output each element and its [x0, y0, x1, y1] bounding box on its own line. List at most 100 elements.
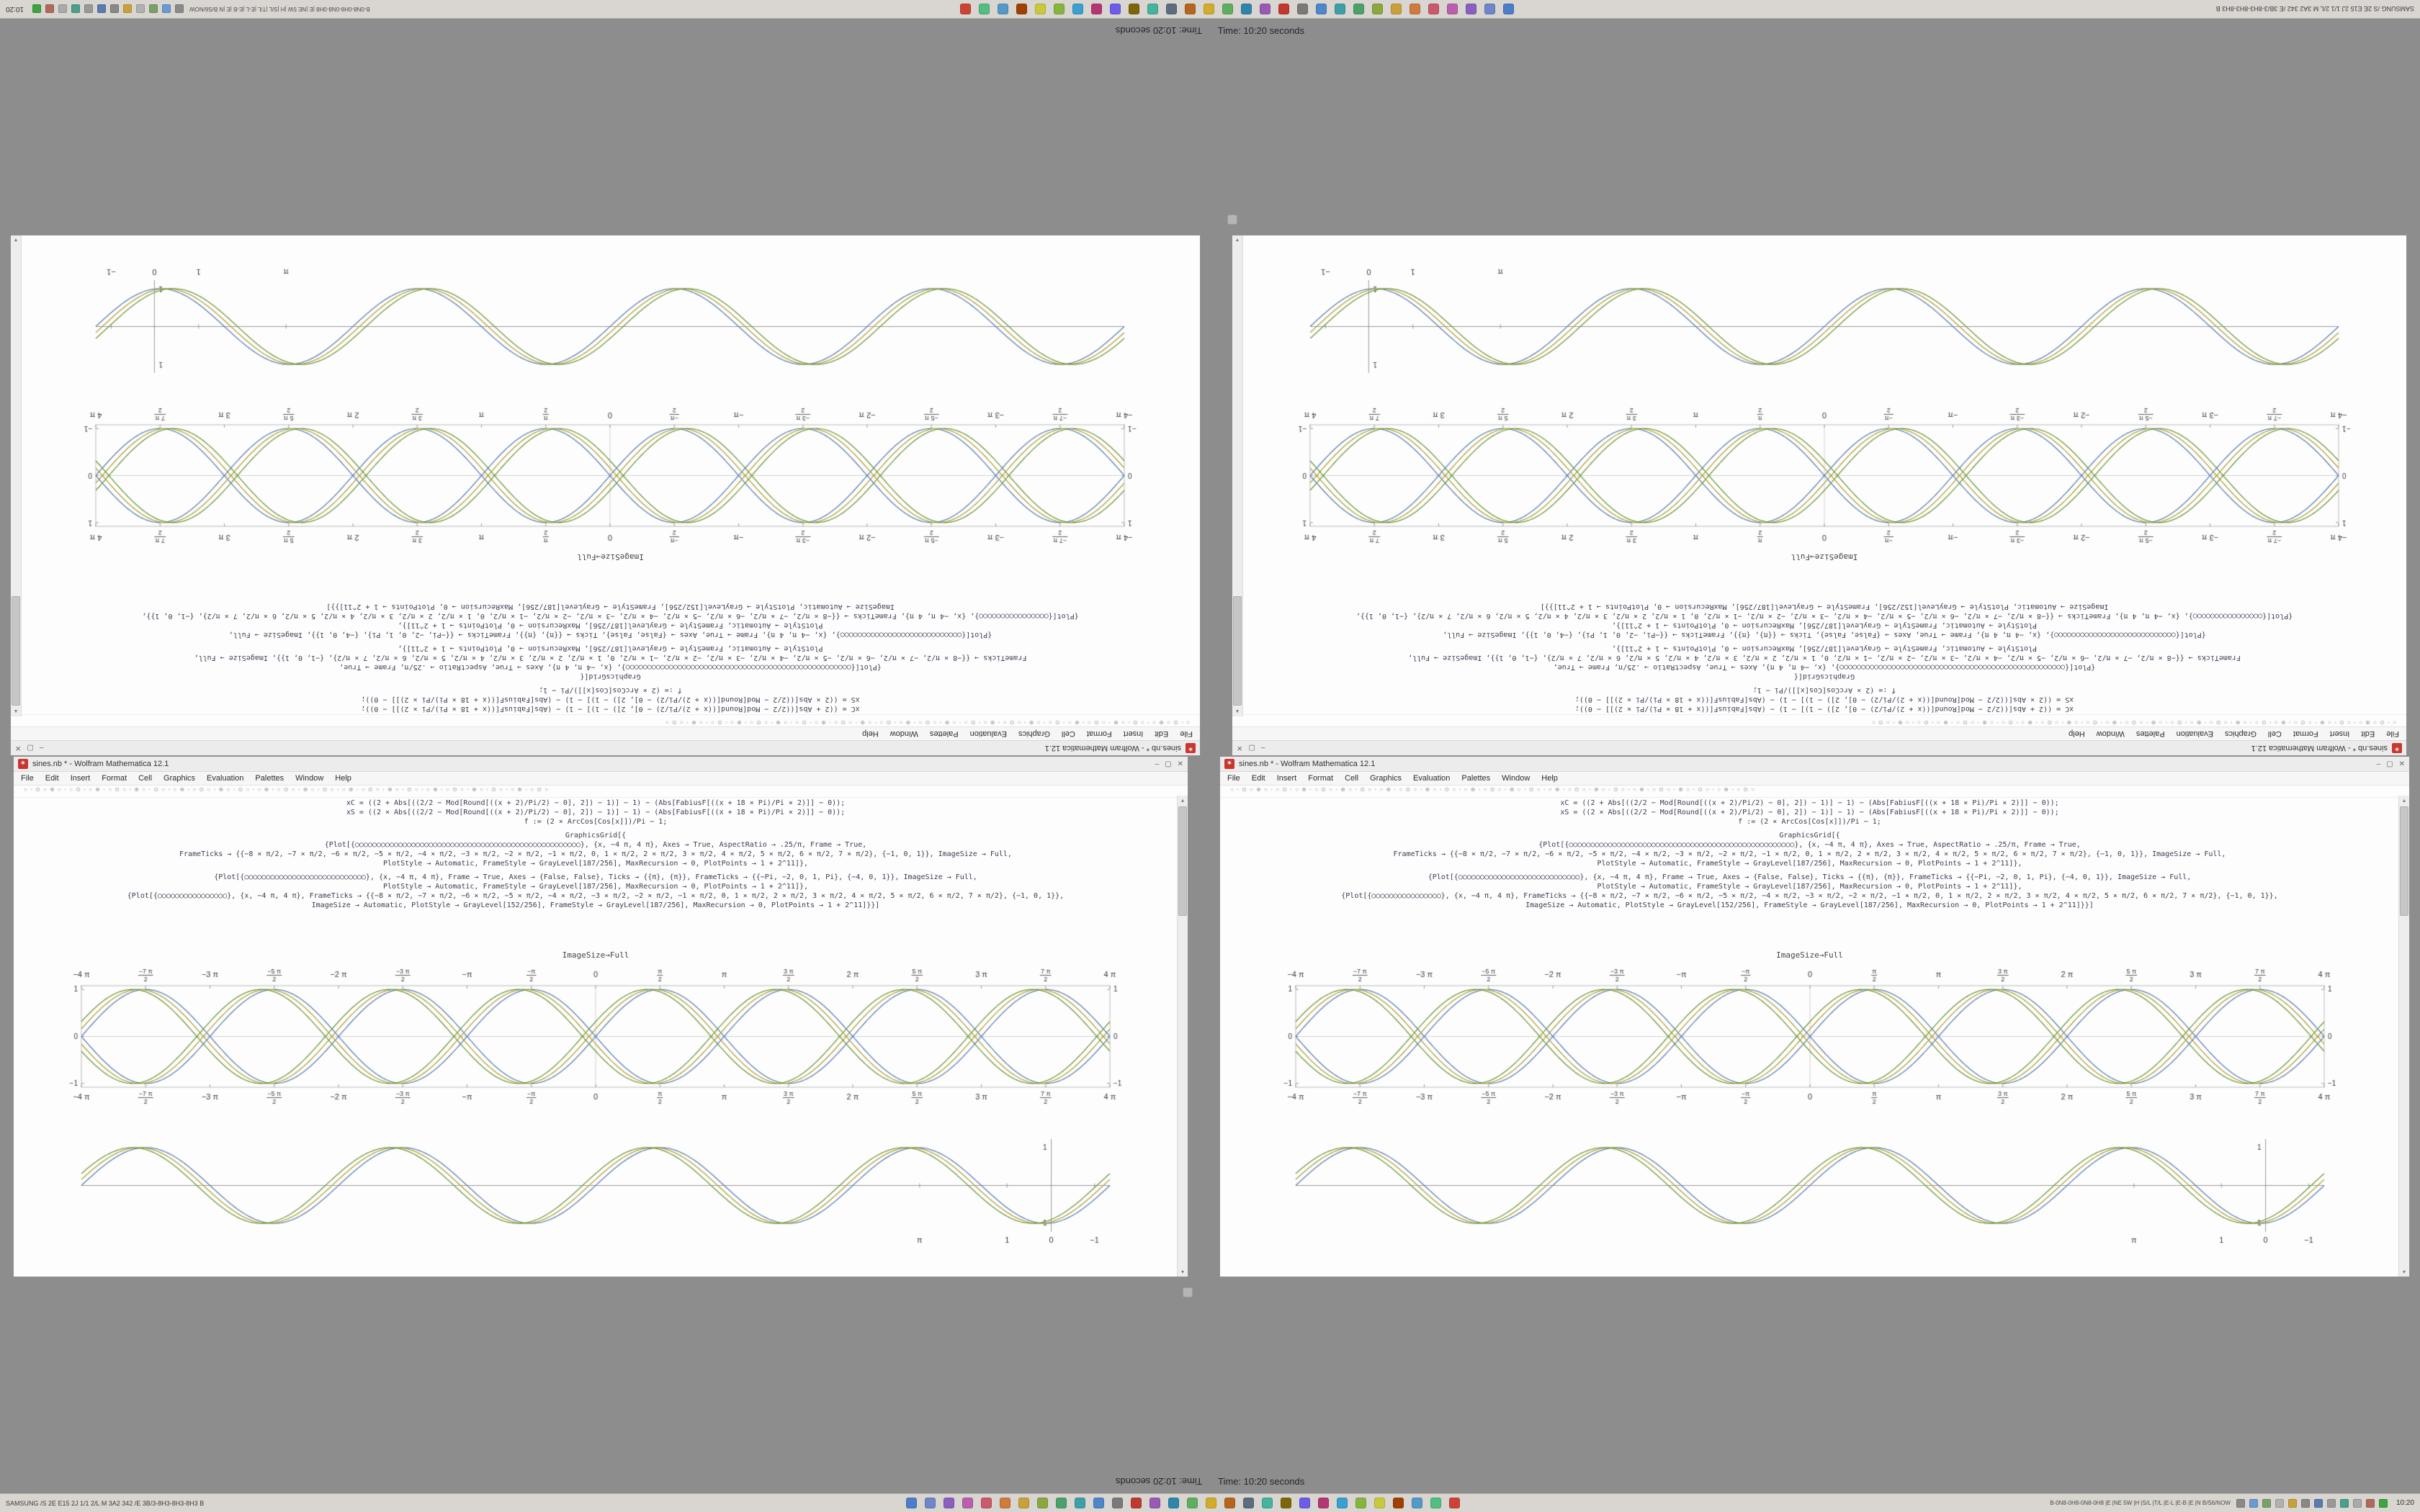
scroll-up-icon[interactable]: ▴: [1180, 797, 1184, 804]
tray-icon-2[interactable]: [149, 4, 158, 14]
tray-icon-3[interactable]: [2275, 1498, 2284, 1508]
menu-item-8[interactable]: Window: [889, 729, 918, 738]
close-button[interactable]: ✕: [15, 744, 22, 752]
maximize-button[interactable]: ▢: [27, 744, 34, 752]
tray-icon-1[interactable]: [2249, 1498, 2258, 1508]
vertical-scrollbar[interactable]: ▴ ▾: [1177, 796, 1188, 1277]
menu-item-5[interactable]: Graphics: [2224, 729, 2257, 738]
scrollbar-thumb[interactable]: [12, 596, 20, 706]
menu-item-8[interactable]: Window: [1502, 774, 1531, 783]
tray-icon-9[interactable]: [2352, 1498, 2362, 1508]
tray-icon-4[interactable]: [2287, 1498, 2297, 1508]
menu-item-1[interactable]: Edit: [1251, 774, 1265, 783]
tb-icon-0[interactable]: [1503, 4, 1515, 14]
menu-item-3[interactable]: Format: [2293, 729, 2318, 738]
tb-icon-0[interactable]: [905, 1498, 917, 1508]
tray-icon-6[interactable]: [2313, 1498, 2323, 1508]
tb-icon-25[interactable]: [1373, 1498, 1385, 1508]
close-button[interactable]: ✕: [2398, 760, 2405, 768]
menu-item-0[interactable]: File: [1180, 729, 1193, 738]
scrollbar-thumb[interactable]: [1233, 596, 1242, 706]
menu-item-3[interactable]: Format: [1086, 729, 1112, 738]
menu-item-9[interactable]: Help: [335, 774, 351, 783]
maximize-button[interactable]: ▢: [1248, 744, 1255, 752]
notebook-toolbar[interactable]: ○ ◦ ⊙ ○ ⊕ ○ ◦ ○ ⊙ ◦ ○ ⊕ ◦ ○ ⊙ ○ ◦ ⊕ ○ ◦ …: [1220, 786, 2409, 798]
tray-icon-0[interactable]: [2236, 1498, 2245, 1508]
scroll-down-icon[interactable]: ▾: [14, 237, 18, 243]
tray-icon-8[interactable]: [2339, 1498, 2349, 1508]
tray-icon-7[interactable]: [84, 4, 94, 14]
tb-icon-14[interactable]: [1241, 4, 1252, 14]
tb-icon-22[interactable]: [1091, 4, 1103, 14]
tb-icon-13[interactable]: [1260, 4, 1271, 14]
tray-icon-0[interactable]: [175, 4, 184, 14]
menu-item-7[interactable]: Palettes: [255, 774, 284, 783]
menu-item-0[interactable]: File: [21, 774, 34, 783]
tb-icon-29[interactable]: [960, 4, 972, 14]
tb-icon-2[interactable]: [1466, 4, 1477, 14]
tb-icon-22[interactable]: [1317, 1498, 1329, 1508]
tray-icon-11[interactable]: [2378, 1498, 2388, 1508]
window-titlebar[interactable]: ✶ sines.nb * - Wolfram Mathematica 12.1 …: [1232, 740, 2406, 755]
maximize-button[interactable]: ▢: [1165, 760, 1172, 768]
tb-icon-17[interactable]: [1185, 4, 1196, 14]
close-button[interactable]: ✕: [1177, 760, 1183, 768]
menu-item-4[interactable]: Cell: [2267, 729, 2282, 738]
menu-item-7[interactable]: Palettes: [1461, 774, 1491, 783]
tb-icon-6[interactable]: [1391, 4, 1402, 14]
vertical-scrollbar[interactable]: ▴ ▾: [11, 235, 22, 716]
tb-icon-20[interactable]: [1280, 1498, 1291, 1508]
menu-item-9[interactable]: Help: [1541, 774, 1558, 783]
tb-icon-19[interactable]: [1147, 4, 1159, 14]
scroll-down-icon[interactable]: ▾: [1236, 237, 1240, 243]
tray-icon-10[interactable]: [2365, 1498, 2375, 1508]
menu-item-1[interactable]: Edit: [2361, 729, 2375, 738]
vertical-scrollbar[interactable]: ▴ ▾: [2398, 796, 2409, 1277]
tb-icon-10[interactable]: [1093, 1498, 1104, 1508]
tb-icon-20[interactable]: [1129, 4, 1140, 14]
scroll-up-icon[interactable]: ▴: [14, 708, 18, 715]
menu-item-2[interactable]: Insert: [1123, 729, 1144, 738]
tray-icon-5[interactable]: [110, 4, 120, 14]
tb-icon-9[interactable]: [1074, 1498, 1085, 1508]
tb-icon-24[interactable]: [1054, 4, 1065, 14]
tb-icon-26[interactable]: [1392, 1498, 1404, 1508]
tb-icon-7[interactable]: [1372, 4, 1384, 14]
vertical-scrollbar[interactable]: ▴ ▾: [1232, 235, 1243, 716]
tray-icon-6[interactable]: [97, 4, 107, 14]
menu-item-3[interactable]: Format: [102, 774, 127, 783]
tb-icon-3[interactable]: [1447, 4, 1458, 14]
menu-item-4[interactable]: Cell: [138, 774, 153, 783]
tray-icon-3[interactable]: [136, 4, 145, 14]
menu-item-7[interactable]: Palettes: [929, 729, 959, 738]
tray-icon-5[interactable]: [2300, 1498, 2310, 1508]
tb-icon-4[interactable]: [1428, 4, 1440, 14]
tb-icon-15[interactable]: [1222, 4, 1234, 14]
tb-icon-12[interactable]: [1130, 1498, 1142, 1508]
tb-icon-21[interactable]: [1110, 4, 1121, 14]
tb-icon-24[interactable]: [1355, 1498, 1366, 1508]
tray-icon-1[interactable]: [162, 4, 171, 14]
tb-icon-12[interactable]: [1278, 4, 1290, 14]
scroll-up-icon[interactable]: ▴: [2402, 797, 2406, 804]
tb-icon-6[interactable]: [1018, 1498, 1029, 1508]
tray-icon-7[interactable]: [2326, 1498, 2336, 1508]
close-button[interactable]: ✕: [1237, 744, 1243, 752]
tb-icon-23[interactable]: [1336, 1498, 1348, 1508]
menu-item-4[interactable]: Cell: [1345, 774, 1359, 783]
tb-icon-5[interactable]: [1410, 4, 1421, 14]
menu-item-5[interactable]: Graphics: [163, 774, 196, 783]
window-titlebar[interactable]: ✶ sines.nb * - Wolfram Mathematica 12.1 …: [11, 740, 1200, 755]
menu-item-2[interactable]: Insert: [1276, 774, 1297, 783]
menu-item-6[interactable]: Evaluation: [1413, 774, 1451, 783]
tb-icon-10[interactable]: [1316, 4, 1327, 14]
tb-icon-14[interactable]: [1168, 1498, 1179, 1508]
desktop-widget-icon[interactable]: [1227, 215, 1237, 225]
tb-icon-1[interactable]: [1484, 4, 1496, 14]
menu-item-3[interactable]: Format: [1308, 774, 1334, 783]
menu-item-6[interactable]: Evaluation: [2176, 729, 2213, 738]
tb-icon-21[interactable]: [1299, 1498, 1310, 1508]
scrollbar-thumb[interactable]: [2400, 806, 2408, 916]
tb-icon-2[interactable]: [943, 1498, 954, 1508]
menu-item-0[interactable]: File: [2386, 729, 2399, 738]
